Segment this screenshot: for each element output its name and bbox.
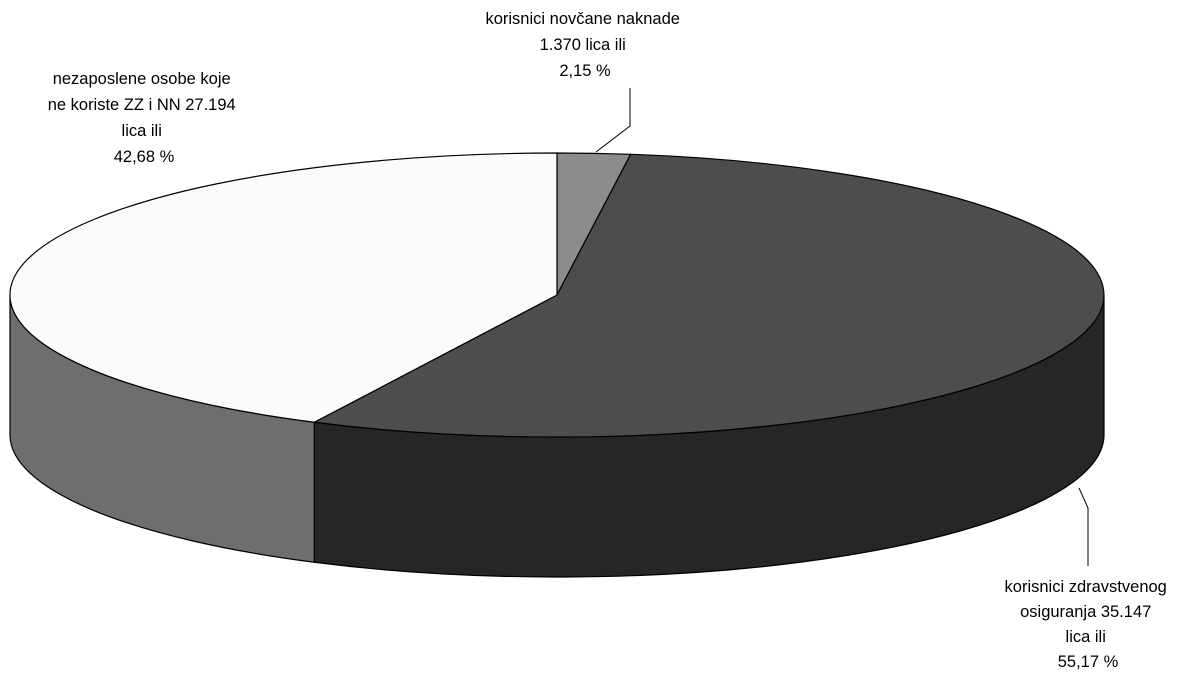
label-line: lica ili: [1066, 628, 1106, 646]
leader-lines: [595, 88, 1089, 566]
label-line: korisnici novčane naknade: [485, 10, 679, 28]
label-line: osiguranja 35.147: [1020, 603, 1151, 621]
leader-line-zdravstveno-osiguranje: [1078, 487, 1089, 566]
slice-top-nezaposlene-osobe: [9, 152, 558, 423]
label-line: 2,15 %: [559, 62, 611, 80]
label-line: 1.370 lica ili: [540, 36, 626, 54]
leader-line-novcane-naknade: [595, 88, 631, 153]
slice-label-zdravstveno-osiguranje: korisnici zdravstvenog osiguranja 35.147…: [1005, 578, 1172, 671]
label-line: korisnici zdravstvenog: [1005, 578, 1167, 596]
label-line: lica ili: [122, 122, 162, 140]
slice-label-novcane-naknade: korisnici novčane naknade 1.370 lica ili…: [485, 10, 684, 80]
slice-top-zdravstveno-osiguranje: [313, 153, 1105, 438]
label-line: ne koriste ZZ i NN 27.194: [48, 96, 236, 114]
slices-layer: [9, 152, 1105, 578]
label-line: 42,68 %: [114, 148, 175, 166]
slice-label-nezaposlene-osobe: nezaposlene osobe koje ne koriste ZZ i N…: [48, 70, 241, 166]
label-line: 55,17 %: [1058, 653, 1119, 671]
label-line: nezaposlene osobe koje: [53, 70, 231, 88]
